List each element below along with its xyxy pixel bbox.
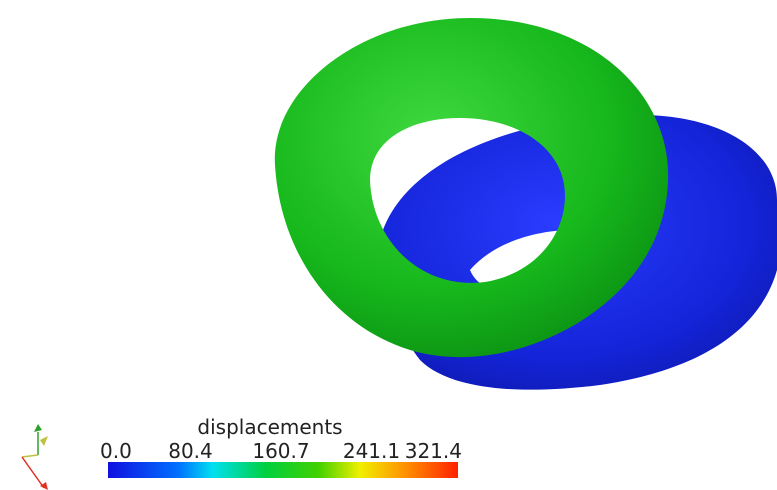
colorbar-label: 160.7 xyxy=(252,439,309,463)
colorbar-label: 80.4 xyxy=(168,439,213,463)
colorbar xyxy=(108,462,458,478)
colorbar-label: 321.4 xyxy=(405,439,462,463)
colorbar-title: displacements xyxy=(197,415,342,439)
render-view: displacements 0.0 80.4 160.7 241.1321.4 xyxy=(0,0,777,490)
colorbar-label: 0.0 xyxy=(100,439,132,463)
colorbar-label: 241.1 xyxy=(343,439,400,463)
orientation-axes xyxy=(22,424,48,490)
